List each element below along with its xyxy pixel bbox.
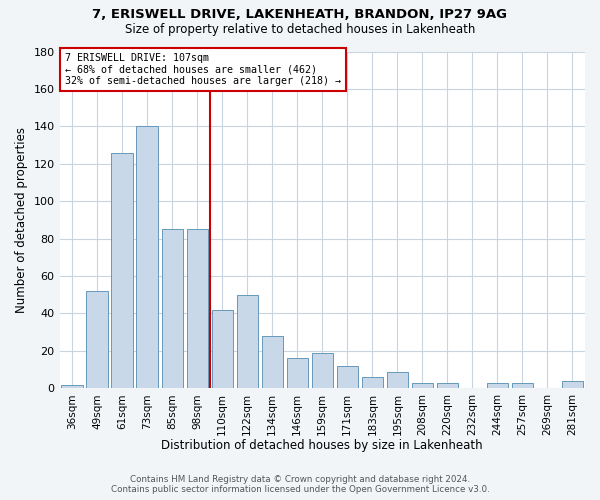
Bar bbox=[161, 230, 183, 388]
Bar bbox=[287, 358, 308, 388]
Y-axis label: Number of detached properties: Number of detached properties bbox=[15, 127, 28, 313]
Bar bbox=[136, 126, 158, 388]
Text: Contains HM Land Registry data © Crown copyright and database right 2024.: Contains HM Land Registry data © Crown c… bbox=[130, 475, 470, 484]
Text: 7 ERISWELL DRIVE: 107sqm
← 68% of detached houses are smaller (462)
32% of semi-: 7 ERISWELL DRIVE: 107sqm ← 68% of detach… bbox=[65, 53, 341, 86]
Bar bbox=[187, 230, 208, 388]
Text: 7, ERISWELL DRIVE, LAKENHEATH, BRANDON, IP27 9AG: 7, ERISWELL DRIVE, LAKENHEATH, BRANDON, … bbox=[92, 8, 508, 20]
Bar bbox=[362, 377, 383, 388]
Bar bbox=[86, 291, 108, 388]
Bar bbox=[512, 382, 533, 388]
Text: Size of property relative to detached houses in Lakenheath: Size of property relative to detached ho… bbox=[125, 22, 475, 36]
Bar bbox=[437, 382, 458, 388]
Bar bbox=[212, 310, 233, 388]
Text: Contains public sector information licensed under the Open Government Licence v3: Contains public sector information licen… bbox=[110, 485, 490, 494]
Bar bbox=[236, 295, 258, 388]
Bar bbox=[387, 372, 408, 388]
Bar bbox=[562, 381, 583, 388]
Bar bbox=[61, 384, 83, 388]
Bar bbox=[262, 336, 283, 388]
Bar bbox=[412, 382, 433, 388]
Bar bbox=[337, 366, 358, 388]
Bar bbox=[112, 152, 133, 388]
Bar bbox=[487, 382, 508, 388]
Bar bbox=[311, 353, 333, 388]
X-axis label: Distribution of detached houses by size in Lakenheath: Distribution of detached houses by size … bbox=[161, 440, 483, 452]
